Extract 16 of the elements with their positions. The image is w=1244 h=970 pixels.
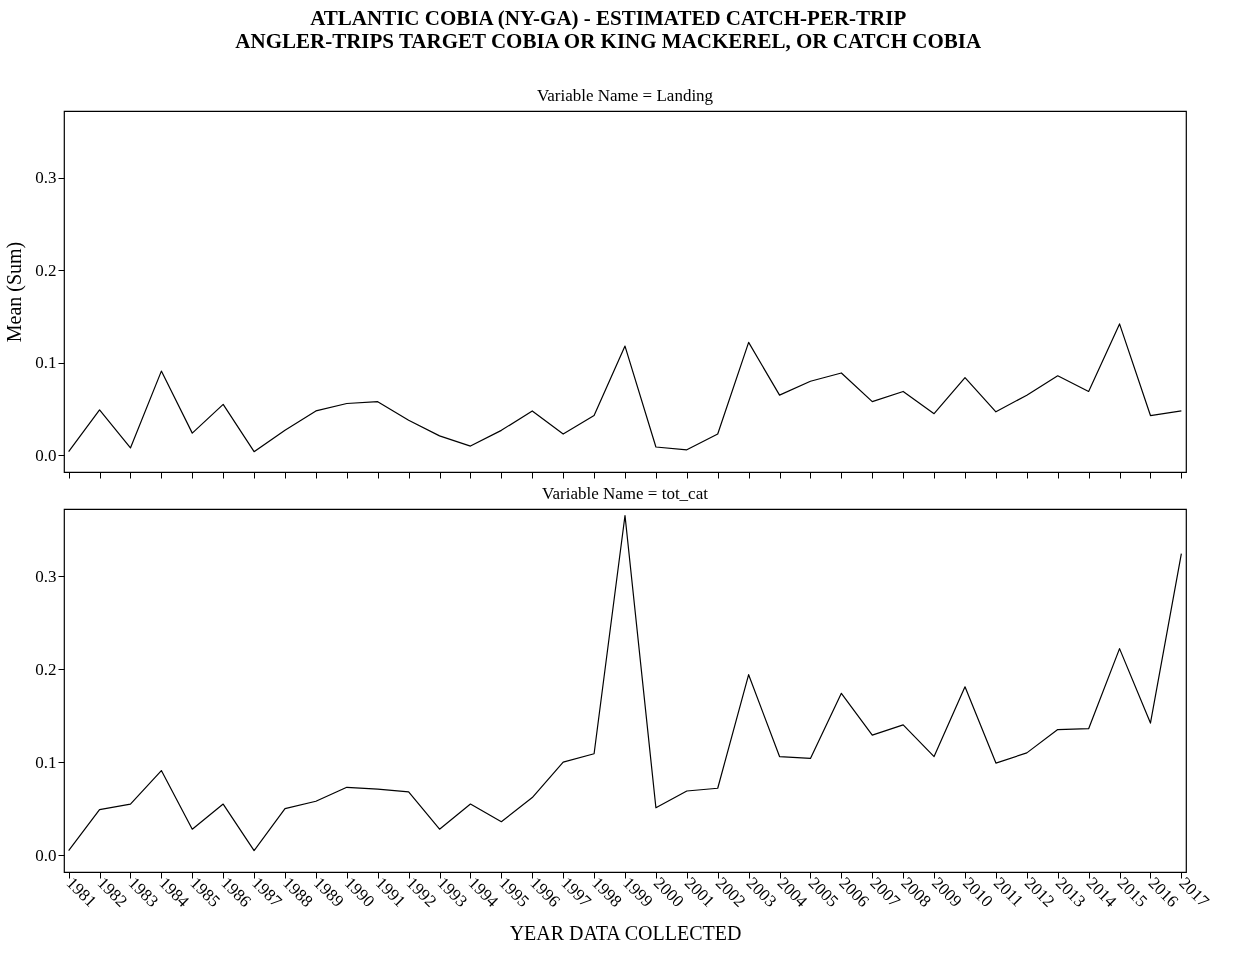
y-tick-label: 0.0 xyxy=(35,845,57,865)
x-axis-title: YEAR DATA COLLECTED xyxy=(509,922,742,945)
line-series xyxy=(68,323,1182,453)
y-tick-label: 0.0 xyxy=(35,445,57,465)
y-axis-title: Mean (Sum) xyxy=(3,241,27,343)
y-tick-label: 0.1 xyxy=(35,353,57,373)
chart-subtitle: ANGLER-TRIPS TARGET COBIA OR KING MACKEREL, OR CATCH COBIA xyxy=(235,29,982,54)
chart-title: ATLANTIC COBIA (NY-GA) - ESTIMATED CATCH-PER-TRIP xyxy=(310,6,907,31)
y-tick-label: 0.3 xyxy=(35,566,57,586)
line-series xyxy=(68,514,1182,852)
y-tick-label: 0.2 xyxy=(35,260,57,280)
y-tick-label: 0.2 xyxy=(35,659,57,679)
text: Variable Name = tot_cat xyxy=(542,484,709,503)
y-tick-label: 0.1 xyxy=(35,752,57,772)
y-tick-label: 0.3 xyxy=(35,168,57,188)
text: Variable Name = Landing xyxy=(536,86,714,105)
